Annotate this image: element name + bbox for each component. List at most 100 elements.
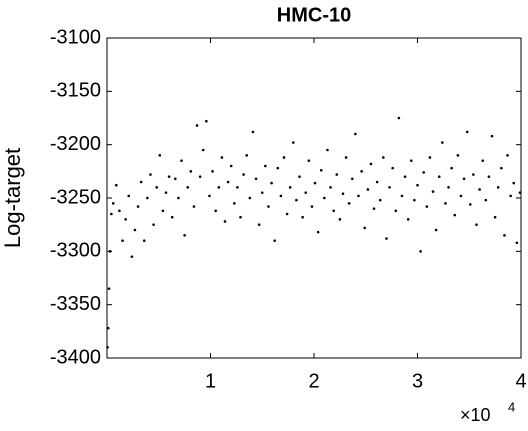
- chart-title: HMC-10: [277, 4, 351, 26]
- point: [307, 159, 311, 162]
- point: [475, 223, 478, 226]
- point: [363, 226, 367, 230]
- point: [388, 186, 391, 189]
- point: [441, 141, 444, 144]
- point: [341, 192, 345, 196]
- point: [354, 132, 357, 136]
- point: [195, 124, 199, 127]
- y-tick-label: -3250: [50, 186, 101, 208]
- point: [136, 205, 140, 208]
- point: [242, 173, 245, 176]
- point: [419, 250, 422, 253]
- point: [403, 175, 407, 178]
- point: [406, 218, 410, 221]
- point: [233, 202, 236, 205]
- point: [431, 190, 435, 193]
- point: [264, 164, 267, 168]
- point: [301, 215, 304, 219]
- point: [149, 173, 152, 176]
- point: [189, 170, 193, 173]
- point: [500, 166, 503, 170]
- point: [375, 180, 379, 184]
- point: [357, 194, 360, 198]
- point: [239, 215, 242, 219]
- point: [518, 191, 522, 194]
- point: [416, 183, 419, 187]
- point: [226, 180, 230, 184]
- x-tick-label: 1: [205, 370, 216, 392]
- point: [444, 202, 447, 205]
- point: [108, 250, 112, 253]
- point: [450, 166, 453, 170]
- point: [267, 205, 270, 208]
- point: [285, 212, 289, 216]
- point: [338, 218, 342, 221]
- y-tick-label: -3300: [50, 240, 101, 262]
- point: [146, 196, 149, 200]
- point: [453, 213, 457, 217]
- point: [350, 177, 354, 181]
- point: [484, 198, 488, 202]
- point: [279, 194, 283, 198]
- x-scale-base: ×10: [460, 405, 491, 425]
- point: [107, 287, 111, 290]
- point: [326, 148, 329, 152]
- point: [220, 156, 224, 159]
- point: [152, 223, 155, 226]
- point: [316, 230, 320, 234]
- point: [465, 130, 469, 134]
- point: [413, 198, 416, 202]
- point: [211, 170, 214, 173]
- point: [161, 209, 165, 213]
- point: [385, 237, 388, 240]
- point: [434, 228, 438, 232]
- point: [127, 194, 131, 198]
- point: [155, 186, 158, 189]
- point: [158, 154, 162, 157]
- point: [198, 175, 202, 178]
- point: [229, 164, 233, 168]
- point: [260, 191, 264, 194]
- point: [130, 255, 134, 258]
- point: [366, 188, 370, 191]
- point: [288, 186, 292, 189]
- point: [347, 202, 351, 205]
- point: [205, 119, 208, 123]
- point: [481, 159, 485, 162]
- point: [329, 186, 332, 189]
- point: [124, 218, 127, 221]
- point: [310, 205, 314, 208]
- point: [323, 196, 326, 200]
- point: [459, 194, 463, 198]
- point: [344, 156, 348, 159]
- point: [503, 234, 506, 237]
- point: [174, 177, 177, 181]
- point: [313, 181, 317, 185]
- point: [106, 326, 110, 330]
- plot-frame: [106, 37, 522, 359]
- point: [304, 191, 308, 194]
- point: [245, 154, 249, 157]
- point: [276, 166, 280, 170]
- point: [462, 177, 466, 181]
- point: [164, 191, 168, 194]
- point: [251, 130, 255, 134]
- point: [456, 154, 460, 157]
- point: [186, 186, 190, 189]
- point: [394, 209, 398, 213]
- point: [217, 186, 221, 189]
- point: [254, 177, 258, 181]
- point: [360, 170, 363, 173]
- point: [506, 154, 509, 157]
- point: [142, 239, 146, 242]
- point: [512, 181, 516, 185]
- point: [515, 241, 519, 245]
- point: [192, 205, 196, 208]
- point: [292, 141, 295, 144]
- point: [496, 186, 500, 189]
- x-tick-label: 2: [308, 370, 319, 392]
- point: [319, 168, 323, 172]
- point: [282, 156, 286, 159]
- y-tick-label: -3400: [50, 346, 101, 368]
- point: [167, 175, 171, 178]
